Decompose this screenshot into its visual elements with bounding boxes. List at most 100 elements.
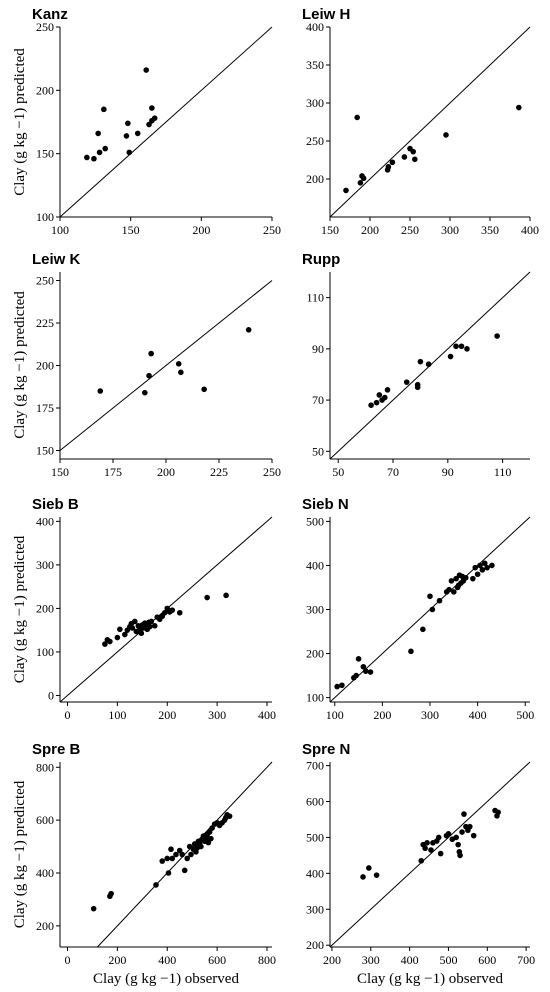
data-point (453, 834, 460, 841)
data-point (362, 668, 369, 674)
panel-7: 0 200 400 600 800 200 400 600 800 Spre B Clay (g k… (12, 741, 276, 987)
data-point (474, 571, 481, 578)
data-point (129, 625, 136, 631)
data-point (153, 882, 159, 888)
x-tick-label: 100 (326, 708, 344, 722)
data-point (472, 564, 479, 571)
data-point (353, 672, 359, 679)
y-tick-label: 500 (306, 514, 324, 528)
y-tick-label: 250 (306, 134, 324, 148)
x-tick-label: 150 (51, 465, 69, 479)
data-point (373, 872, 380, 878)
panel-8: 200 300 400 500 600 700200300400500600700Spre… (302, 741, 535, 987)
y-tick-label: 250 (36, 274, 54, 288)
y-tick-label: 200 (306, 172, 324, 186)
x-tick-label: 500 (439, 953, 457, 967)
identity-line (329, 26, 531, 218)
x-tick-label: 200 (158, 708, 176, 722)
panel-title: Kanz (32, 6, 68, 23)
x-tick-label: 150 (122, 223, 140, 237)
x-tick-label: 700 (517, 953, 535, 967)
y-axis-label: Clay (g kg −1) predicted (12, 780, 28, 928)
data-point (181, 867, 188, 874)
x-axis-label: Clay (g kg −1) observed (93, 971, 239, 987)
data-point (384, 387, 391, 393)
data-point (459, 829, 465, 835)
data-point (169, 855, 176, 862)
data-point (462, 574, 469, 581)
x-tick-label: 200 (108, 953, 126, 967)
data-point (477, 562, 483, 569)
data-point (146, 372, 152, 379)
data-point (458, 343, 465, 350)
data-point (184, 855, 190, 862)
data-point (90, 905, 97, 912)
y-tick-label: 300 (306, 96, 324, 110)
y-tick-label: 500 (306, 830, 324, 844)
x-tick-label: 50 (332, 465, 344, 479)
data-point (453, 575, 459, 582)
data-point (366, 865, 372, 871)
identity-line (59, 26, 273, 218)
y-tick-label: 400 (306, 558, 324, 572)
data-point (368, 402, 374, 409)
y-tick-label: 100 (36, 645, 54, 659)
y-tick-label: 200 (306, 938, 324, 952)
data-point (146, 623, 153, 630)
data-point (464, 346, 470, 352)
y-tick-label: 250 (36, 20, 54, 34)
data-point (148, 618, 155, 625)
identity-line (329, 761, 531, 948)
x-tick-label: 200 (192, 223, 210, 237)
data-point (96, 149, 103, 156)
x-tick-label: 300 (208, 708, 226, 722)
data-point (204, 594, 210, 601)
data-point (481, 560, 488, 567)
data-point (470, 832, 477, 839)
data-point (429, 606, 436, 613)
data-point (126, 149, 133, 156)
data-point (447, 353, 454, 360)
y-tick-label: 200 (36, 601, 54, 615)
data-point (339, 682, 345, 689)
data-point (114, 634, 121, 641)
y-tick-label: 150 (36, 147, 54, 161)
x-tick-label: 400 (401, 953, 419, 967)
data-point (424, 840, 430, 846)
y-tick-label: 70 (312, 393, 324, 407)
data-point (117, 626, 123, 633)
x-tick-label: 400 (158, 953, 176, 967)
panel-title: Rupp (302, 251, 340, 268)
data-point (169, 607, 176, 613)
data-point (143, 67, 150, 73)
data-point (123, 133, 130, 139)
panel-4: 50 70 90 110 50 70 90 110 Rupp (302, 251, 531, 479)
panel-title: Leiw H (302, 6, 350, 23)
data-point (97, 388, 104, 394)
data-point (208, 835, 214, 842)
data-point (179, 851, 186, 858)
data-point (101, 106, 107, 113)
y-tick-label: 400 (306, 20, 324, 34)
data-point (198, 843, 204, 850)
x-tick-label: 250 (263, 223, 281, 237)
x-tick-label: 100 (108, 708, 126, 722)
data-point (495, 809, 501, 816)
x-tick-label: 400 (469, 708, 487, 722)
data-point (149, 105, 155, 111)
y-axis-label: Clay (g kg −1) predicted (12, 535, 28, 683)
data-point (461, 811, 467, 817)
data-point (102, 145, 109, 152)
data-point (446, 586, 452, 593)
data-point (467, 823, 473, 830)
y-axis-label: Clay (g kg −1) predicted (12, 48, 28, 196)
x-tick-label: 600 (478, 953, 496, 967)
y-tick-label: 300 (306, 902, 324, 916)
data-point (151, 623, 158, 629)
y-tick-label: 110 (306, 291, 324, 305)
x-tick-label: 200 (323, 953, 341, 967)
x-tick-label: 200 (361, 223, 379, 237)
y-tick-label: 700 (306, 759, 324, 773)
y-tick-label: 0 (48, 688, 54, 702)
